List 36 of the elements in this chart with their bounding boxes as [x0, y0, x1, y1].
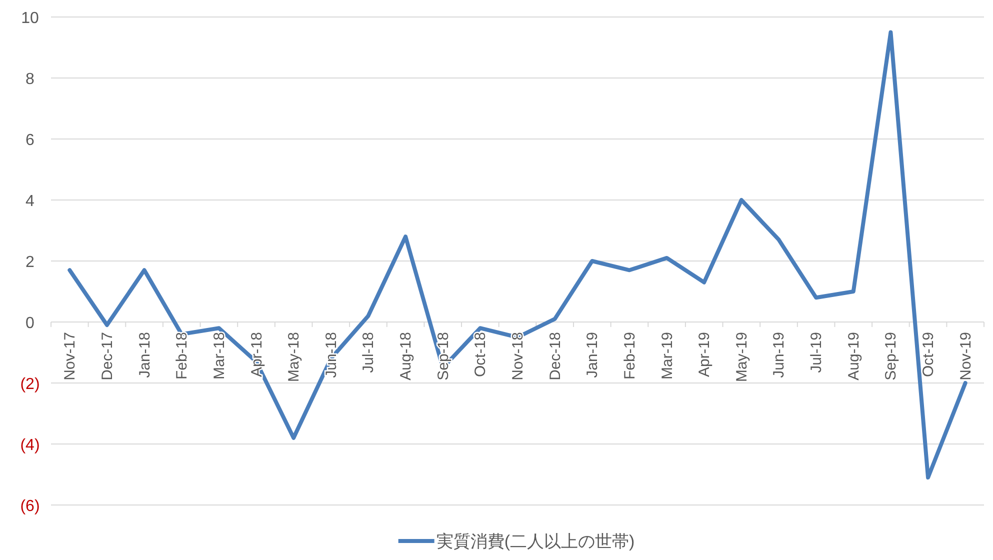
- x-tick-label: Mar-19: [658, 332, 676, 380]
- x-tick-label: Jun-19: [770, 332, 788, 378]
- x-tick-label: Nov-17: [62, 332, 79, 380]
- x-tick-label: Oct-19: [920, 332, 938, 378]
- x-tick-label: Apr-18: [248, 332, 266, 378]
- x-tick-label: Feb-18: [174, 332, 191, 380]
- y-tick-label: 2: [26, 254, 35, 271]
- y-tick-label: (4): [20, 437, 40, 454]
- x-tick-label: Dec-18: [546, 332, 564, 380]
- x-tick-label: Jan-18: [136, 332, 154, 378]
- x-tick-label: Jul-18: [360, 332, 378, 373]
- y-tick-label: 10: [21, 10, 39, 27]
- y-tick-label: 6: [26, 132, 35, 149]
- x-tick-label: Nov-19: [957, 332, 974, 380]
- legend-label: 実質消費(二人以上の世帯): [436, 532, 635, 551]
- x-tick-label: Jan-19: [584, 332, 602, 378]
- y-tick-label: 4: [26, 193, 35, 210]
- y-tick-label: 0: [26, 315, 35, 332]
- x-tick-label: May-18: [286, 332, 303, 382]
- x-tick-label: Nov-18: [510, 332, 526, 380]
- y-tick-label: (2): [20, 376, 40, 393]
- x-tick-label: Aug-19: [845, 332, 862, 380]
- x-tick-label: Oct-18: [472, 332, 490, 378]
- x-tick-label: Mar-18: [210, 332, 228, 380]
- x-tick-label: Sep-18: [434, 332, 452, 380]
- x-tick-label: Dec-17: [98, 332, 116, 380]
- x-tick-label: Jul-19: [808, 332, 826, 373]
- x-tick-label: Aug-18: [398, 332, 415, 380]
- x-tick-label: May-19: [733, 332, 750, 382]
- y-tick-label: 8: [26, 71, 35, 88]
- x-tick-label: Jun-18: [322, 332, 340, 378]
- x-tick-label: Apr-19: [696, 332, 714, 378]
- x-tick-label: Sep-19: [882, 332, 900, 380]
- legend: 実質消費(二人以上の世帯): [398, 532, 635, 551]
- y-tick-label: (6): [20, 498, 40, 515]
- x-tick-label: Feb-19: [621, 332, 638, 380]
